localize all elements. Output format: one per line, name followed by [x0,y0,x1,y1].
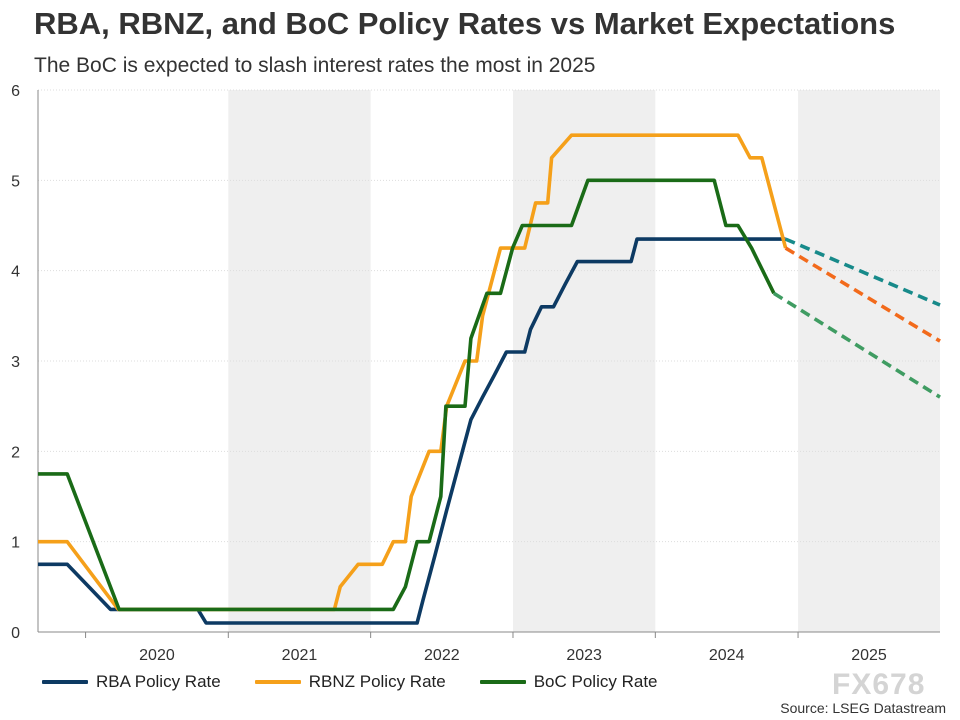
boc-policy-rate-line [38,178,776,612]
rba-policy-rate-line [38,237,786,625]
chart-legend: RBA Policy Rate RBNZ Policy Rate BoC Pol… [42,672,692,692]
y-tick-label-3: 3 [11,354,20,371]
legend-label-boc: BoC Policy Rate [533,672,658,691]
x-tick-label-2020: 2020 [139,647,175,664]
legend-item-rba: RBA Policy Rate [42,672,221,692]
y-tick-label-2: 2 [11,444,20,461]
y-tick-label-5: 5 [11,173,20,190]
y-tick-label-6: 6 [11,83,20,100]
legend-label-rba: RBA Policy Rate [96,672,221,691]
legend-label-rbnz: RBNZ Policy Rate [308,672,446,691]
boc-forecast-line [772,291,941,399]
source-note: Source: LSEG Datastream [780,700,946,716]
x-tick-label-2024: 2024 [709,647,745,664]
x-tick-label-2025: 2025 [851,647,887,664]
y-tick-label-0: 0 [11,625,20,642]
rbnz-policy-rate-line [38,133,788,612]
chart-subtitle: The BoC is expected to slash interest ra… [34,54,596,77]
legend-swatch-boc [479,680,526,684]
y-tick-label-4: 4 [11,264,20,281]
y-tick-label-1: 1 [11,535,20,552]
rbnz-forecast-line [784,246,941,343]
x-tick-label-2021: 2021 [282,647,318,664]
legend-item-boc: BoC Policy Rate [479,672,658,692]
x-tick-label-2022: 2022 [424,647,460,664]
legend-swatch-rba [42,680,88,684]
chart-title: RBA, RBNZ, and BoC Policy Rates vs Marke… [34,6,896,41]
rba-forecast-line [784,237,941,307]
legend-item-rbnz: RBNZ Policy Rate [254,672,446,692]
legend-swatch-rbnz [254,680,301,684]
x-tick-label-2023: 2023 [566,647,602,664]
watermark-logo: FX678 [832,668,926,701]
